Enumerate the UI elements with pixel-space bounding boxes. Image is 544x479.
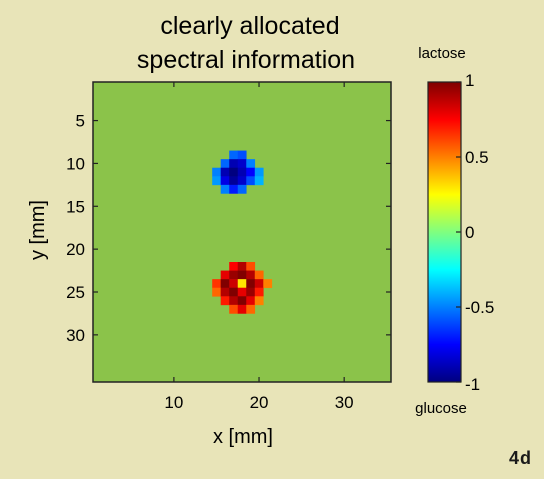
heatmap-cell <box>220 296 230 306</box>
heatmap-cell <box>246 159 256 169</box>
heatmap-cell <box>229 270 239 280</box>
y-tick-label: 10 <box>66 154 85 173</box>
heatmap-cell <box>246 296 256 306</box>
heatmap-cell <box>237 159 247 169</box>
heatmap-cell <box>229 167 239 177</box>
heatmap-cell <box>237 287 247 297</box>
heatmap-cell <box>220 287 230 297</box>
heatmap-cell <box>212 176 222 186</box>
heatmap-cell <box>246 304 256 314</box>
x-tick-label: 30 <box>335 393 354 412</box>
heatmap-cell <box>212 279 222 289</box>
colorbar-tick-label: -0.5 <box>465 298 494 317</box>
colorbar-ticks: 1 0.5 0 -0.5 -1 <box>456 71 494 394</box>
heatmap-cell <box>237 176 247 186</box>
heatmap-cell <box>229 296 239 306</box>
y-tick-label: 5 <box>76 112 85 131</box>
heatmap-cell <box>263 279 273 289</box>
y-tick-label: 25 <box>66 283 85 302</box>
heatmap-cell <box>220 184 230 194</box>
heatmap-cell <box>229 304 239 314</box>
heatmap-cell <box>237 184 247 194</box>
heatmap-cell <box>237 279 247 289</box>
heatmap-cell <box>246 270 256 280</box>
colorbar-tick-label: 0 <box>465 223 474 242</box>
y-tick-label: 15 <box>66 197 85 216</box>
heatmap-cell <box>212 167 222 177</box>
x-tick-label: 10 <box>164 393 183 412</box>
heatmap-cell <box>220 159 230 169</box>
heatmap-cell <box>237 304 247 314</box>
colorbar-tick-label: -1 <box>465 375 480 394</box>
heatmap-cell <box>246 176 256 186</box>
plot-frame <box>92 81 392 383</box>
heatmap-cell <box>237 270 247 280</box>
heatmap-cell <box>237 150 247 160</box>
heatmap-cell <box>237 296 247 306</box>
heatmap-cell <box>229 150 239 160</box>
heatmap-cell <box>229 287 239 297</box>
heatmap-cell <box>229 176 239 186</box>
chart-title-line-2: spectral information <box>137 46 355 74</box>
heatmap-cell <box>246 262 256 271</box>
heatmap-cell <box>254 167 264 177</box>
heatmap-cell <box>254 287 264 297</box>
colorbar-gradient <box>427 81 462 383</box>
heatmap-cell <box>220 270 230 280</box>
heatmap-cell <box>220 176 230 186</box>
heatmap-cell <box>254 296 264 306</box>
heatmap-cells <box>212 150 273 314</box>
heatmap-cell <box>229 184 239 194</box>
colorbar: lactose glucose 1 0.5 0 -0.5 -1 <box>415 45 494 417</box>
heatmap-cell <box>229 279 239 289</box>
y-tick-label: 30 <box>66 326 85 345</box>
y-tick-label: 20 <box>66 240 85 259</box>
y-axis-label: y [mm] <box>27 200 49 260</box>
colorbar-top-label: lactose <box>418 45 466 62</box>
x-axis-label: x [mm] <box>213 426 273 448</box>
heatmap-cell <box>254 176 264 186</box>
heatmap-cell <box>220 167 230 177</box>
chart-title-line-1: clearly allocated <box>160 12 339 40</box>
colorbar-tick-label: 0.5 <box>465 148 489 167</box>
colorbar-bottom-label: glucose <box>415 400 467 417</box>
heatmap-plot: 10 20 30 5 10 15 20 25 30 <box>66 81 392 412</box>
heatmap-cell <box>246 279 256 289</box>
heatmap-cell <box>229 262 239 271</box>
heatmap-cell <box>229 159 239 169</box>
colorbar-tick-label: 1 <box>465 71 474 90</box>
heatmap-cell <box>254 279 264 289</box>
figure-id-label: 4d <box>508 448 532 468</box>
x-tick-label: 20 <box>250 393 269 412</box>
heatmap-cell <box>237 262 247 271</box>
heatmap-background <box>93 82 391 382</box>
axis-ticks: 10 20 30 5 10 15 20 25 30 <box>66 82 391 412</box>
heatmap-cell <box>246 287 256 297</box>
heatmap-cell <box>220 279 230 289</box>
heatmap-cell <box>237 167 247 177</box>
heatmap-cell <box>212 287 222 297</box>
heatmap-cell <box>246 167 256 177</box>
heatmap-cell <box>254 270 264 280</box>
